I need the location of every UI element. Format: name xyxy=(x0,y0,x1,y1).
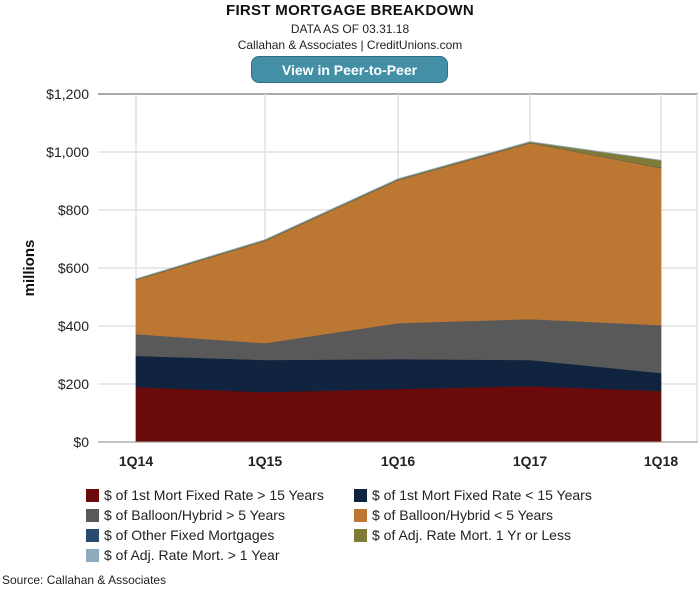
credit-line: Callahan & Associates | CreditUnions.com xyxy=(237,38,463,52)
legend-label: $ of Other Fixed Mortgages xyxy=(104,527,275,543)
legend-swatch xyxy=(354,488,367,502)
legend-item[interactable]: $ of Adj. Rate Mort. 1 Yr or Less xyxy=(354,527,571,543)
view-in-peer-to-peer-button[interactable]: View in Peer-to-Peer xyxy=(251,56,448,83)
legend-item[interactable]: $ of Adj. Rate Mort. > 1 Year xyxy=(86,547,280,563)
legend-item[interactable]: $ of Balloon/Hybrid < 5 Years xyxy=(354,507,553,523)
y-tick-label: $600 xyxy=(58,260,89,276)
legend-label: $ of Balloon/Hybrid > 5 Years xyxy=(104,507,285,523)
y-tick-label: $1,200 xyxy=(46,86,89,102)
x-tick-label: 1Q16 xyxy=(381,453,415,469)
x-tick-label: 1Q14 xyxy=(119,453,153,469)
x-tick-label: 1Q18 xyxy=(644,453,678,469)
legend-label: $ of 1st Mort Fixed Rate < 15 Years xyxy=(372,487,592,503)
x-tick-label: 1Q17 xyxy=(513,453,547,469)
y-tick-label: $400 xyxy=(58,318,89,334)
legend-label: $ of 1st Mort Fixed Rate > 15 Years xyxy=(104,487,324,503)
legend-swatch xyxy=(86,548,99,562)
legend-label: $ of Adj. Rate Mort. > 1 Year xyxy=(104,547,280,563)
y-tick-label: $0 xyxy=(73,434,89,450)
legend-label: $ of Balloon/Hybrid < 5 Years xyxy=(372,507,553,523)
data-date: DATA AS OF 03.31.18 xyxy=(290,22,410,36)
area-series xyxy=(135,385,662,443)
legend-swatch xyxy=(354,528,367,542)
source-note: Source: Callahan & Associates xyxy=(2,573,167,587)
legend-item[interactable]: $ of Balloon/Hybrid > 5 Years xyxy=(86,507,285,523)
y-tick-label: $1,000 xyxy=(46,144,89,160)
legend-swatch xyxy=(86,528,99,542)
legend-swatch xyxy=(354,508,367,522)
y-tick-label: $200 xyxy=(58,376,89,392)
legend-item[interactable]: $ of 1st Mort Fixed Rate < 15 Years xyxy=(354,487,592,503)
area-series xyxy=(135,141,662,280)
legend-item[interactable]: $ of Other Fixed Mortgages xyxy=(86,527,274,543)
chart-title: FIRST MORTGAGE BREAKDOWN xyxy=(225,2,475,19)
x-tick-label: 1Q15 xyxy=(248,453,282,469)
y-tick-label: $800 xyxy=(58,202,89,218)
legend-label: $ of Adj. Rate Mort. 1 Yr or Less xyxy=(372,527,571,543)
y-axis-title: millions xyxy=(21,240,38,297)
legend-swatch xyxy=(86,488,99,502)
legend-swatch xyxy=(86,508,99,522)
legend-item[interactable]: $ of 1st Mort Fixed Rate > 15 Years xyxy=(86,487,324,503)
